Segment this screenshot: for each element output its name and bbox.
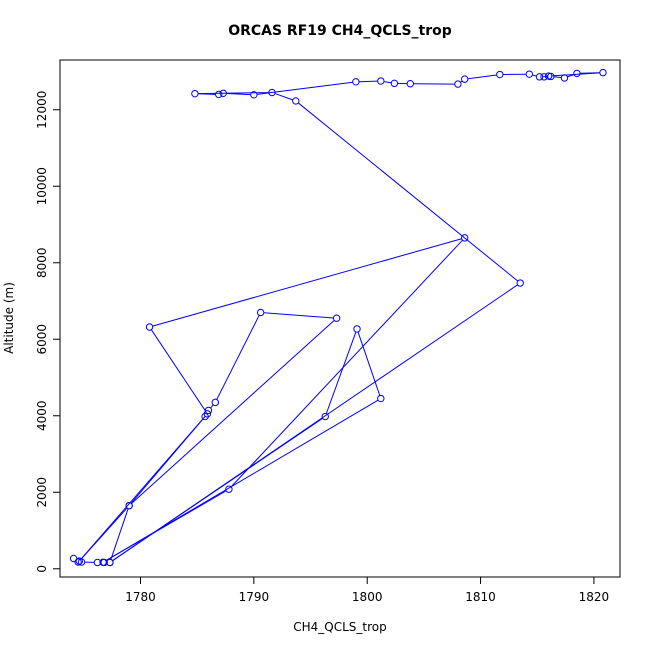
series-segment <box>383 81 392 84</box>
series-segment <box>216 315 260 400</box>
data-point <box>332 314 341 322</box>
series-segment <box>263 312 334 319</box>
series-segment <box>230 239 463 488</box>
series-segment <box>256 81 353 95</box>
data-point <box>203 410 212 418</box>
y-tick-label: 8000 <box>35 247 49 278</box>
data-point <box>377 394 385 403</box>
data-point <box>573 69 581 78</box>
y-tick-label: 6000 <box>35 324 49 355</box>
data-point <box>406 80 414 88</box>
y-axis-label: Altitude (m) <box>2 282 16 354</box>
series-segment <box>152 238 462 327</box>
y-tick-label: 10000 <box>35 167 49 205</box>
series-segment <box>226 92 251 96</box>
x-tick-label: 1800 <box>352 590 383 604</box>
data-point <box>75 557 83 565</box>
y-tick-label: 0 <box>35 565 49 573</box>
data-point <box>250 91 258 99</box>
x-tick-label: 1810 <box>465 590 496 604</box>
data-point <box>219 89 227 97</box>
data-point <box>496 70 504 79</box>
series-segment <box>325 331 357 414</box>
series-segment <box>198 92 269 95</box>
series-segment <box>131 319 335 504</box>
series-layer <box>69 68 607 567</box>
data-point <box>321 412 329 421</box>
series-segment <box>551 72 600 77</box>
x-tick-label: 1820 <box>579 590 610 604</box>
series-segment <box>80 415 206 560</box>
data-point <box>292 97 300 105</box>
data-point <box>540 73 548 81</box>
data-point <box>460 234 469 242</box>
data-point <box>211 398 220 407</box>
data-point <box>599 68 607 77</box>
y-tick-label: 4000 <box>35 400 49 431</box>
series-segment <box>110 508 129 560</box>
x-tick-label: 1780 <box>125 590 156 604</box>
y-tick-label: 2000 <box>35 477 49 508</box>
chart-title: ORCAS RF19 CH4_QCLS_trop <box>228 23 452 39</box>
data-point <box>544 72 553 80</box>
series-segment <box>274 93 293 101</box>
x-axis-label: CH4_QCLS_trop <box>293 620 387 634</box>
data-point <box>390 79 399 88</box>
data-point <box>204 406 213 415</box>
series-0 <box>69 68 607 567</box>
series-segment <box>198 93 216 95</box>
series-segment <box>150 329 207 412</box>
data-point <box>74 558 82 566</box>
data-point <box>125 501 133 510</box>
series-segment <box>210 404 214 409</box>
y-tick-label: 12000 <box>35 91 49 129</box>
data-point <box>454 80 462 88</box>
data-point <box>225 485 233 493</box>
series-segment <box>467 74 497 80</box>
data-point <box>106 558 114 567</box>
data-point <box>215 90 223 99</box>
series-segment <box>112 284 518 562</box>
series-segment <box>553 76 562 79</box>
series-segment <box>297 102 519 282</box>
x-axis: 1780 1790 1800 1810 1820 <box>125 576 610 604</box>
data-point <box>352 78 360 86</box>
series-segment <box>105 399 379 562</box>
data-point <box>268 88 276 97</box>
series-segment <box>532 74 537 77</box>
series-segment <box>357 331 381 396</box>
data-point <box>516 279 524 287</box>
data-point <box>353 325 361 333</box>
y-axis: 0 2000 4000 6000 8000 10000 12000 <box>35 91 61 573</box>
data-point <box>535 73 544 81</box>
data-point <box>460 75 469 83</box>
data-point <box>560 74 569 82</box>
data-point <box>145 323 154 331</box>
x-tick-label: 1790 <box>239 590 270 604</box>
data-point <box>191 89 199 98</box>
data-point <box>377 77 385 85</box>
data-point <box>525 70 534 78</box>
data-point <box>256 308 265 317</box>
series-segment <box>359 80 378 83</box>
